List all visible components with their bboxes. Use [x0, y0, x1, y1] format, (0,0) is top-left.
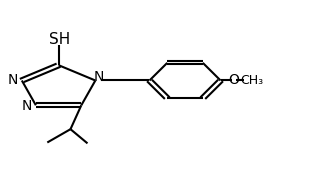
Text: SH: SH — [49, 32, 70, 47]
Text: O: O — [228, 73, 239, 87]
Text: N: N — [8, 73, 18, 87]
Text: CH₃: CH₃ — [241, 74, 264, 87]
Text: N: N — [22, 99, 32, 113]
Text: N: N — [93, 70, 104, 84]
